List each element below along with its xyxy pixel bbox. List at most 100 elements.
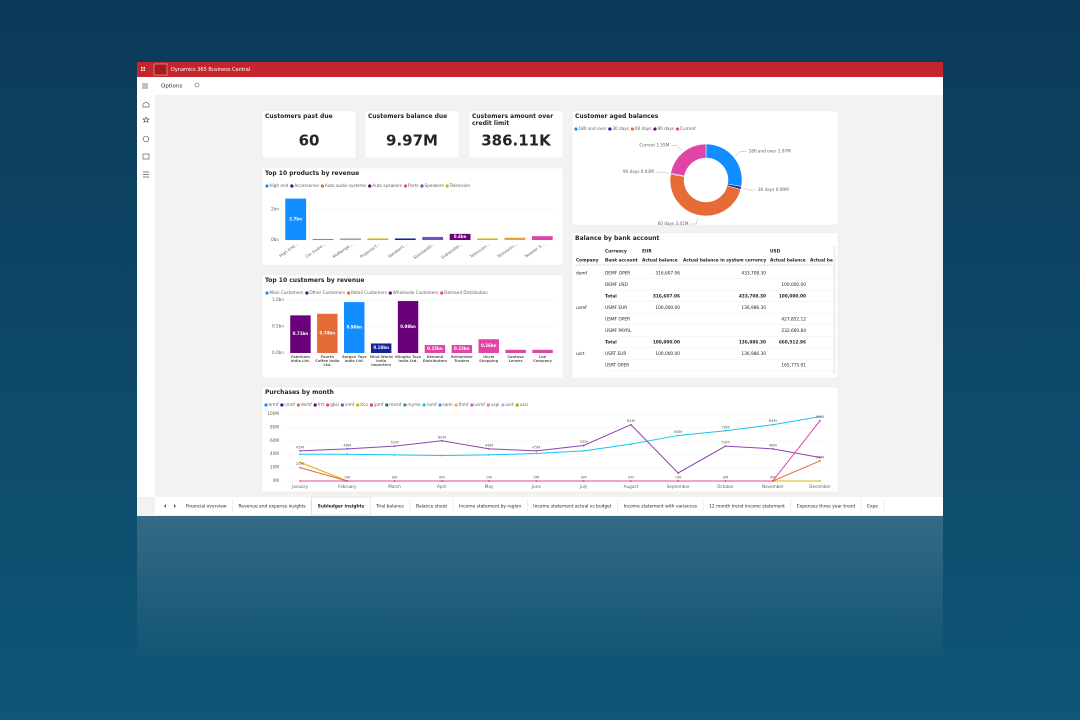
table-cell: USRT EUR: [605, 351, 626, 357]
legend-label: usmf: [474, 402, 485, 407]
bar: [317, 313, 338, 353]
tab-prev[interactable]: [164, 504, 166, 508]
point: [393, 480, 396, 482]
lists-icon[interactable]: [143, 171, 149, 178]
legend-marker: [574, 127, 578, 131]
point: [724, 480, 727, 482]
x-tick-label-box: Remainder Traders: [451, 355, 473, 363]
tab[interactable]: Trial balance: [375, 504, 404, 510]
tab[interactable]: 12 month trend income statement: [709, 504, 785, 510]
title-bar: [137, 62, 943, 77]
recent-icon[interactable]: [142, 135, 150, 143]
point: [346, 480, 349, 482]
legend-label: Auto audio systems: [325, 183, 366, 188]
slice-category: 60 days: [658, 221, 675, 226]
tab[interactable]: Income statement with variances: [624, 504, 698, 510]
point: [677, 434, 680, 437]
slice-value: 1.97M: [778, 148, 791, 153]
point: [488, 453, 490, 456]
toolbar: [137, 77, 943, 95]
bar: [504, 237, 526, 240]
legend-label: sami: [443, 402, 453, 407]
point: [488, 480, 490, 482]
point-label: 48M: [769, 442, 777, 447]
x-tick-label: November: [762, 484, 784, 489]
table-cell: USMF EUR: [605, 305, 627, 311]
tab[interactable]: Revenue and expense insights: [239, 504, 307, 510]
x-tick-label: January: [291, 484, 308, 489]
leader-line: [735, 151, 747, 156]
table-cell: Total: [605, 340, 617, 346]
card-title-box: Balance by bank account: [575, 235, 659, 242]
menu-icon[interactable]: [142, 83, 148, 89]
favorites-icon[interactable]: [142, 116, 150, 124]
tab[interactable]: Financial overview: [186, 504, 227, 510]
y-tick-label: 60M: [270, 438, 279, 443]
point: [582, 444, 585, 447]
x-tick-label: Contoso Lenses: [507, 354, 524, 363]
bar-value-label: 0.98bn: [400, 324, 416, 329]
point-label: 20M: [296, 461, 304, 466]
bar-value-label: 0.15bn: [427, 346, 443, 351]
search-icon[interactable]: [194, 82, 200, 88]
slice-label: Current 1.55M: [639, 142, 669, 147]
leader-line: [690, 217, 699, 225]
card-title: Customers past due: [265, 113, 333, 120]
x-tick-label: December: [809, 484, 831, 489]
table-cell: 316,607.06: [653, 294, 680, 300]
tabs: Financial overview Revenue and expense in…: [186, 497, 885, 515]
legend-marker: [290, 184, 294, 188]
card-title: Customer aged balances: [575, 113, 659, 120]
x-tick-label: August: [624, 484, 639, 489]
table-header: Actual balance: [770, 258, 806, 264]
table-cell: 100,000.00: [655, 305, 680, 311]
point: [771, 447, 774, 450]
legend-label: usrt: [505, 402, 514, 407]
tab[interactable]: Income statement by region: [459, 504, 521, 510]
point-label: 0M: [534, 475, 540, 480]
point: [630, 423, 632, 426]
point: [393, 453, 396, 456]
table-cell: USMF PAYRL: [605, 328, 632, 334]
slice-value: 0.03M: [641, 169, 654, 174]
tab[interactable]: Balance sheet: [416, 504, 447, 510]
point-label: 0M: [723, 475, 729, 480]
tab[interactable]: Expenses three year trend: [797, 504, 855, 510]
legend-marker: [280, 403, 284, 407]
legend-label: Auto speakers: [372, 183, 402, 188]
tab-next[interactable]: [174, 504, 176, 508]
x-tick-label: September: [667, 484, 690, 489]
legend-label: Other Customers: [309, 290, 345, 295]
toolbar-options[interactable]: Options: [161, 84, 182, 90]
legend-label: Main Customers: [270, 290, 304, 295]
bar: [394, 238, 416, 240]
legend-marker: [320, 184, 324, 188]
point-label: 90M: [816, 414, 824, 419]
tab[interactable]: Expe: [867, 504, 878, 510]
point-label: 60M: [438, 434, 446, 439]
legend-label: gbsi: [330, 402, 339, 407]
legend-marker: [445, 184, 449, 188]
x-tick-label: Mind World India Importers: [369, 354, 393, 367]
home-icon[interactable]: [142, 101, 150, 108]
y-tick-label: 80M: [270, 424, 279, 429]
slice-category: Current: [639, 142, 655, 147]
point-label: 30M: [816, 454, 824, 459]
point-label: 53M: [580, 439, 588, 444]
card: [261, 167, 564, 266]
reports-icon[interactable]: [142, 153, 150, 160]
point: [299, 461, 301, 464]
table-cell: 100,000.00: [779, 294, 806, 300]
tab[interactable]: Income statement actual vs budget: [533, 504, 612, 510]
table: Currency EUR USD Company Bank account Actual …: [575, 249, 833, 371]
bar: [290, 315, 311, 353]
kpi-value: 60: [299, 132, 320, 150]
point: [677, 480, 680, 482]
table-cell: usrt: [576, 351, 585, 357]
point-label: 52M: [390, 440, 398, 445]
slice-category: 30 days: [758, 187, 775, 192]
tab[interactable]: Subledger insights: [318, 504, 365, 510]
card-title-box: Customers amount over credit limit: [472, 113, 553, 127]
bar: [370, 343, 392, 353]
